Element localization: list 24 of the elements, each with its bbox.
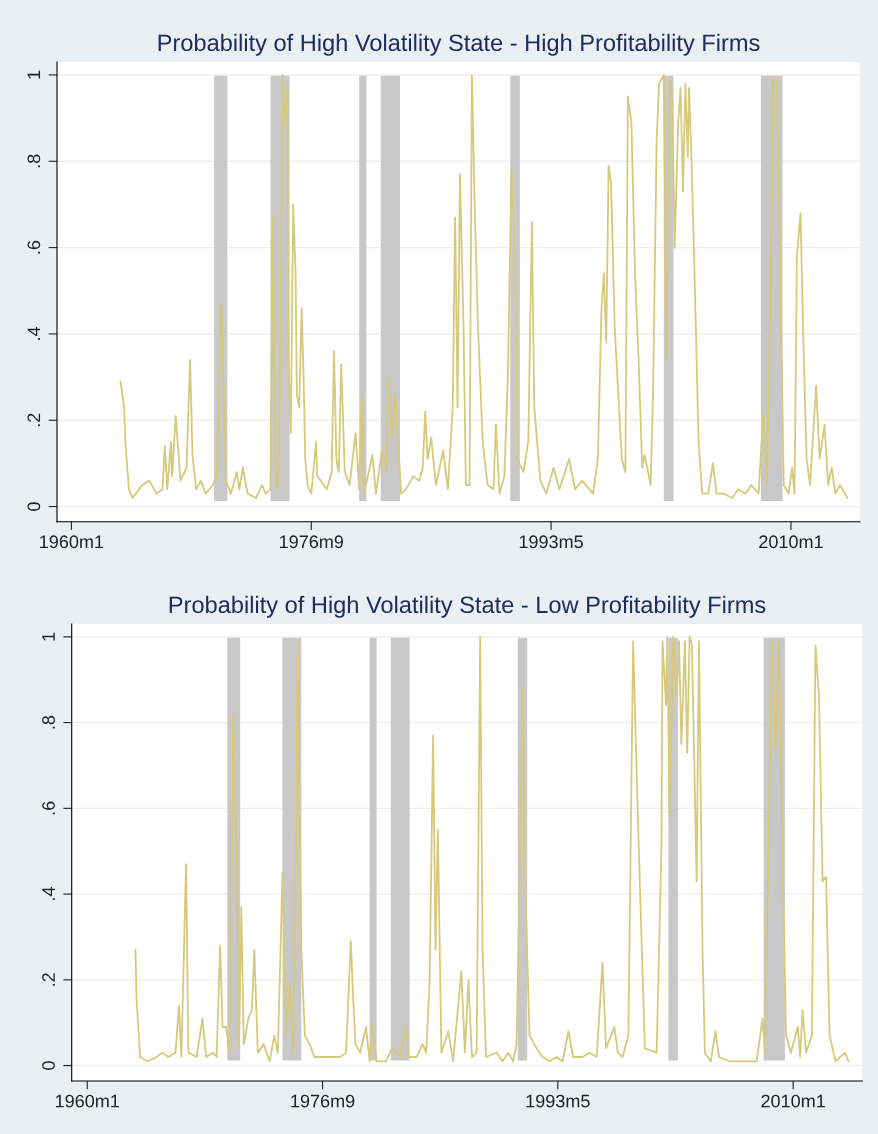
line-series	[119, 74, 849, 499]
y-tick-label: .2	[27, 413, 41, 427]
y-tick-label: .8	[42, 715, 55, 729]
x-tick-label: 2010m1	[759, 535, 823, 549]
x-tick-label: 1976m9	[280, 535, 344, 549]
x-tick-label: 1993m5	[519, 535, 583, 549]
x-tick-label: 1976m9	[291, 1094, 355, 1108]
y-tick-label: .4	[27, 326, 41, 340]
y-tick-label: 1	[27, 70, 41, 79]
y-tick-label: 0	[42, 1061, 55, 1070]
y-tick-label: .2	[42, 973, 55, 986]
x-tick-label: 1960m1	[55, 1094, 119, 1108]
y-tick-label: 0	[27, 502, 41, 511]
y-tick-label: .6	[27, 240, 41, 254]
y-tick-label: .8	[27, 154, 41, 168]
y-tick-label: .4	[42, 887, 55, 900]
x-tick-label: 2010m1	[761, 1094, 825, 1108]
x-tick-label: 1993m5	[526, 1094, 590, 1108]
y-tick-label: 1	[42, 632, 55, 641]
chart-title: Probability of High Volatility State - Low Profitability Firms	[169, 595, 766, 618]
y-tick-label: .6	[42, 801, 55, 815]
line-series	[134, 635, 850, 1063]
x-tick-label: 1960m1	[40, 535, 104, 549]
chart-title: Probability of High Volatility State - High Profitability Firms	[158, 33, 760, 56]
